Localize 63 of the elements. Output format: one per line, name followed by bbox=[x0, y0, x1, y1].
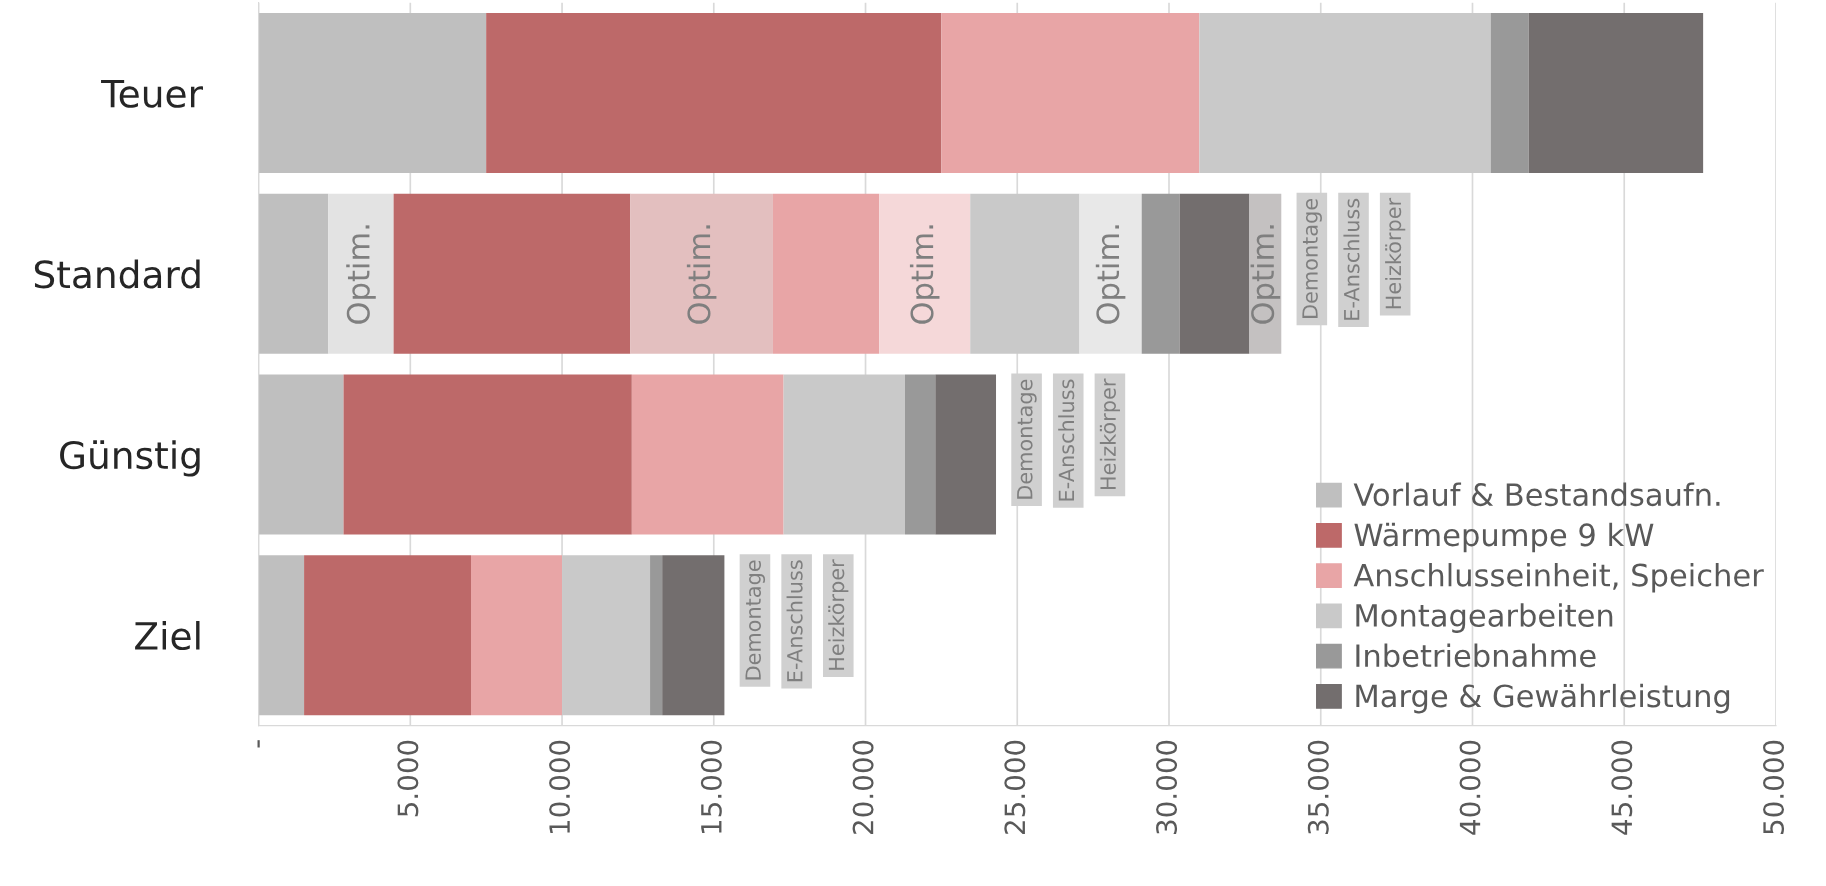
annotation: Demontage bbox=[745, 560, 766, 680]
annotation: E-Anschluss bbox=[1058, 379, 1075, 501]
bar bbox=[1079, 193, 1142, 354]
bar bbox=[328, 193, 394, 354]
annotation: Heizkörper bbox=[1385, 197, 1406, 309]
x-tick-label: 40.000 bbox=[1459, 740, 1481, 835]
legend-label: Marge & Gewährleistung bbox=[1356, 683, 1730, 714]
data-label: Optim. bbox=[1095, 225, 1126, 324]
annotation: Heizkörper bbox=[828, 559, 849, 670]
bar bbox=[1199, 13, 1491, 174]
legend-label: Wärmepumpe 9 kW bbox=[1354, 522, 1654, 553]
bar bbox=[1490, 13, 1529, 174]
bar bbox=[486, 13, 942, 174]
bar bbox=[258, 13, 487, 174]
data-label: Optim. bbox=[346, 225, 376, 324]
legend-label: Montagearbeiten bbox=[1356, 603, 1613, 633]
bar bbox=[783, 374, 905, 535]
data-label: Optim. bbox=[909, 225, 940, 324]
bar bbox=[650, 555, 663, 716]
x-tick-label: 50.000 bbox=[1763, 740, 1785, 834]
x-tick-label: 10.000 bbox=[549, 740, 571, 833]
bar bbox=[304, 555, 471, 716]
bar bbox=[772, 193, 880, 354]
x-tick-label: 15.000 bbox=[700, 740, 722, 833]
annotation: Heizkörper bbox=[1099, 378, 1120, 489]
x-tick-label: 25.000 bbox=[1004, 740, 1026, 834]
x-tick-label: 35.000 bbox=[1307, 740, 1329, 834]
legend-label: Inbetriebnahme bbox=[1356, 643, 1596, 668]
x-tick-label: 30.000 bbox=[1156, 740, 1178, 834]
x-tick-label: 5.000 bbox=[397, 740, 419, 817]
bar bbox=[562, 555, 651, 716]
legend-label: Vorlauf & Bestandsaufn. bbox=[1353, 482, 1720, 507]
bar bbox=[1179, 193, 1250, 354]
data-label: Optim. bbox=[686, 225, 717, 324]
x-tick-label: 20.000 bbox=[852, 740, 874, 834]
annotation: E-Anschluss bbox=[1343, 198, 1360, 320]
bar bbox=[258, 374, 344, 535]
bar bbox=[941, 13, 1200, 174]
bar bbox=[631, 374, 784, 535]
bar bbox=[343, 374, 632, 535]
data-label: Optim. bbox=[1250, 225, 1281, 324]
x-tick-label: - bbox=[257, 740, 260, 748]
legend-label: Anschlusseinheit, Speicher bbox=[1353, 563, 1764, 593]
y-tick-label: Teuer bbox=[101, 79, 203, 108]
annotation: Demontage bbox=[1017, 379, 1037, 499]
bar bbox=[393, 193, 631, 354]
bar bbox=[970, 193, 1080, 354]
bar bbox=[904, 374, 936, 535]
bar bbox=[879, 193, 971, 354]
bar bbox=[935, 374, 997, 535]
bar bbox=[662, 555, 725, 716]
bar bbox=[258, 555, 305, 716]
bar bbox=[258, 193, 329, 354]
y-tick-label: Standard bbox=[34, 259, 200, 289]
y-tick-label: Günstig bbox=[60, 440, 200, 477]
bar bbox=[630, 193, 773, 354]
annotation: Demontage bbox=[1302, 198, 1322, 318]
annotation: E-Anschluss bbox=[786, 560, 803, 682]
x-tick-label: 45.000 bbox=[1611, 740, 1633, 835]
y-tick-label: Ziel bbox=[135, 621, 200, 651]
bar bbox=[1141, 193, 1180, 354]
bar bbox=[471, 555, 563, 716]
bar bbox=[1528, 13, 1704, 174]
